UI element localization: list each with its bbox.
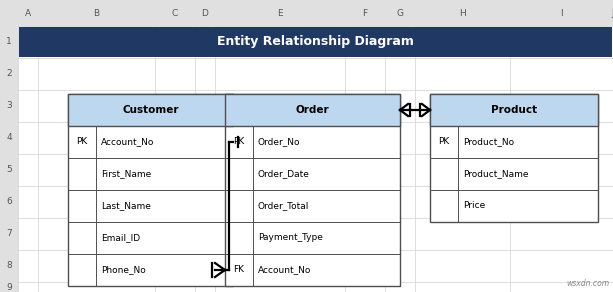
Text: F: F (362, 8, 368, 18)
Text: PK: PK (438, 138, 449, 147)
Text: 7: 7 (6, 230, 12, 239)
Text: PK: PK (77, 138, 88, 147)
Text: wsxdn.com: wsxdn.com (566, 279, 609, 288)
Text: A: A (25, 8, 31, 18)
Text: FK: FK (234, 265, 245, 274)
Text: D: D (202, 8, 208, 18)
Text: Phone_No: Phone_No (101, 265, 146, 274)
Bar (430, 94, 598, 222)
Text: Payment_Type: Payment_Type (258, 234, 323, 242)
Text: J: J (612, 8, 613, 18)
Text: Customer: Customer (122, 105, 179, 115)
Text: First_Name: First_Name (101, 169, 151, 178)
Bar (19, 27, 612, 57)
Text: B: B (93, 8, 99, 18)
Bar (0, 0, 18, 26)
Text: Product_No: Product_No (463, 138, 514, 147)
Text: PK: PK (234, 138, 245, 147)
Text: I: I (560, 8, 563, 18)
Bar (225, 94, 400, 286)
Text: Order_Date: Order_Date (258, 169, 310, 178)
Text: 9: 9 (6, 282, 12, 291)
Text: Account_No: Account_No (101, 138, 154, 147)
Text: 1: 1 (6, 37, 12, 46)
Text: Email_ID: Email_ID (101, 234, 140, 242)
Bar (68, 94, 233, 286)
Text: Entity Relationship Diagram: Entity Relationship Diagram (217, 36, 414, 48)
Text: Product_Name: Product_Name (463, 169, 528, 178)
Text: H: H (459, 8, 466, 18)
Text: Order_Total: Order_Total (258, 201, 310, 211)
Bar (430, 94, 598, 126)
Text: G: G (397, 8, 403, 18)
Text: Last_Name: Last_Name (101, 201, 151, 211)
Text: Account_No: Account_No (258, 265, 311, 274)
Text: C: C (172, 8, 178, 18)
Text: 5: 5 (6, 166, 12, 175)
Text: Price: Price (463, 201, 485, 211)
Bar (68, 94, 233, 126)
Bar (0, 0, 613, 26)
Text: 6: 6 (6, 197, 12, 206)
Bar (225, 94, 400, 126)
Text: Product: Product (491, 105, 537, 115)
Text: 3: 3 (6, 102, 12, 110)
Text: Order_No: Order_No (258, 138, 300, 147)
Text: Order: Order (295, 105, 329, 115)
Text: 8: 8 (6, 262, 12, 270)
Text: E: E (277, 8, 283, 18)
Bar (0, 26, 18, 292)
Text: 4: 4 (6, 133, 12, 142)
Text: 2: 2 (6, 69, 12, 79)
